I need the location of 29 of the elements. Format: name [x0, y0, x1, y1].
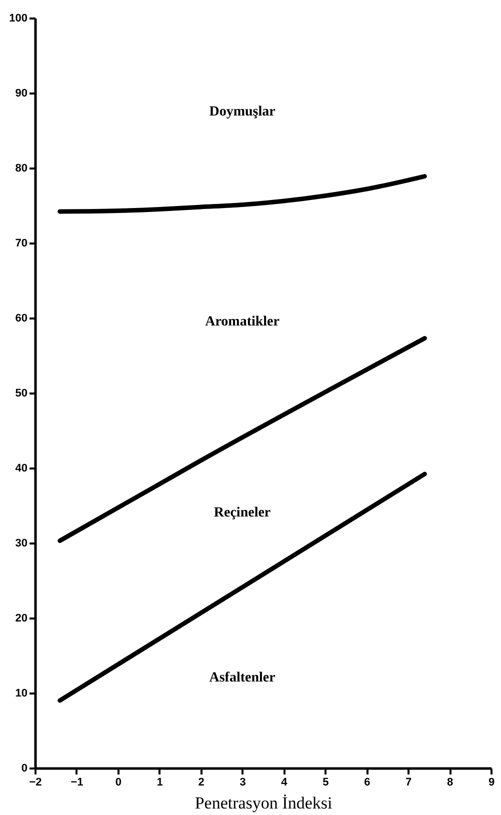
x-tick-label: 0 — [115, 776, 122, 788]
y-tick-label: 20 — [15, 612, 28, 624]
annotation: Asfaltenler — [209, 670, 276, 686]
y-tick-label: 60 — [15, 312, 28, 324]
y-tick-label: 80 — [15, 162, 28, 174]
line-series — [58, 174, 427, 214]
x-tick-label: 2 — [198, 776, 204, 788]
x-axis-title: Penetrasyon İndeksi — [194, 794, 332, 812]
y-tick-label: 0 — [21, 762, 28, 774]
x-tick-label: 6 — [364, 776, 370, 788]
x-tick-label: −1 — [70, 776, 84, 788]
y-tick-label: 90 — [15, 88, 28, 100]
x-tick-label: 8 — [446, 776, 454, 788]
y-tick-label: 10 — [15, 688, 28, 700]
annotation: Reçineler — [214, 506, 271, 521]
x-tick-label: 4 — [281, 776, 288, 788]
y-tick-label: 40 — [15, 462, 28, 474]
annotation: Doymuşlar — [209, 104, 276, 120]
x-tick-label: 1 — [156, 776, 163, 788]
x-tick-label: 9 — [488, 776, 495, 788]
y-tick-label: 50 — [15, 388, 28, 400]
annotation: Aromatikler — [205, 314, 280, 330]
x-tick-label: −2 — [29, 776, 42, 788]
x-tick-label: 5 — [322, 776, 329, 788]
y-tick-label: 70 — [15, 238, 28, 250]
x-tick-label: 7 — [406, 776, 412, 788]
y-tick-label: 100 — [9, 12, 28, 24]
x-tick-label: 3 — [240, 776, 246, 788]
y-tick-label: 30 — [15, 538, 28, 550]
